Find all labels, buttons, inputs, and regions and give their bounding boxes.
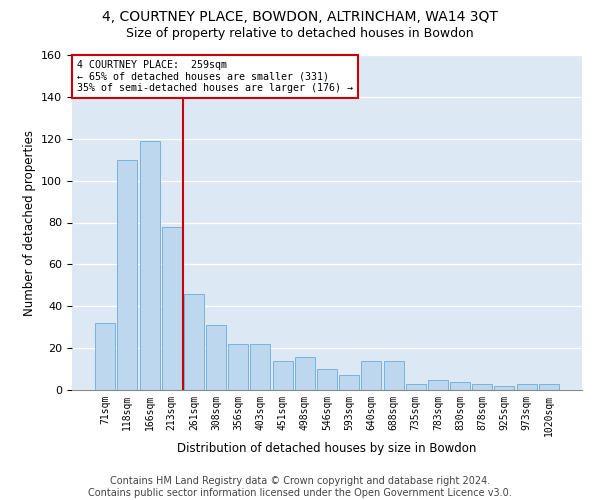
- Bar: [317, 369, 337, 390]
- Bar: [450, 382, 470, 390]
- Bar: [272, 360, 293, 390]
- Bar: [539, 384, 559, 390]
- Bar: [250, 344, 271, 390]
- Text: Contains HM Land Registry data © Crown copyright and database right 2024.
Contai: Contains HM Land Registry data © Crown c…: [88, 476, 512, 498]
- Bar: [383, 360, 404, 390]
- Bar: [494, 386, 514, 390]
- Text: Size of property relative to detached houses in Bowdon: Size of property relative to detached ho…: [126, 28, 474, 40]
- Bar: [428, 380, 448, 390]
- X-axis label: Distribution of detached houses by size in Bowdon: Distribution of detached houses by size …: [178, 442, 476, 454]
- Bar: [406, 384, 426, 390]
- Bar: [162, 226, 182, 390]
- Bar: [361, 360, 382, 390]
- Bar: [339, 376, 359, 390]
- Bar: [472, 384, 492, 390]
- Bar: [140, 141, 160, 390]
- Bar: [118, 160, 137, 390]
- Text: 4 COURTNEY PLACE:  259sqm
← 65% of detached houses are smaller (331)
35% of semi: 4 COURTNEY PLACE: 259sqm ← 65% of detach…: [77, 60, 353, 93]
- Bar: [228, 344, 248, 390]
- Bar: [295, 356, 315, 390]
- Y-axis label: Number of detached properties: Number of detached properties: [23, 130, 35, 316]
- Bar: [95, 323, 115, 390]
- Bar: [517, 384, 536, 390]
- Text: 4, COURTNEY PLACE, BOWDON, ALTRINCHAM, WA14 3QT: 4, COURTNEY PLACE, BOWDON, ALTRINCHAM, W…: [102, 10, 498, 24]
- Bar: [206, 325, 226, 390]
- Bar: [184, 294, 204, 390]
